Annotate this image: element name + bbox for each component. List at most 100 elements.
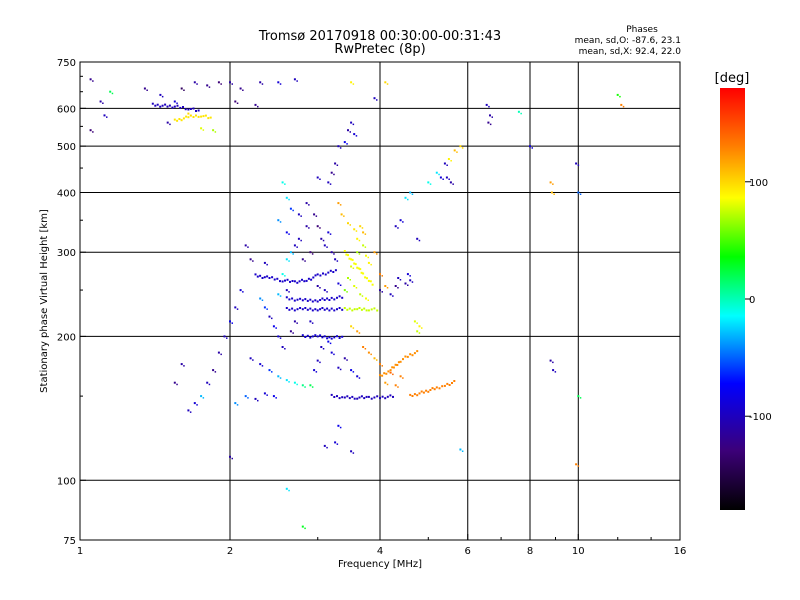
echo-trace-dot bbox=[333, 309, 336, 312]
echo-point-tail bbox=[92, 131, 94, 133]
echo-trace-dot bbox=[309, 298, 312, 301]
echo-point bbox=[239, 289, 242, 292]
echo-point-tail bbox=[352, 371, 355, 373]
echo-point bbox=[285, 258, 288, 261]
echo-point bbox=[268, 315, 271, 318]
echo-point-tail bbox=[196, 83, 198, 85]
echo-point bbox=[487, 121, 490, 124]
echo-point bbox=[350, 121, 353, 124]
echo-point bbox=[577, 191, 580, 194]
echo-trace-dot bbox=[263, 276, 266, 279]
echo-point-tail bbox=[329, 233, 332, 235]
echo-point-tail bbox=[189, 114, 192, 117]
echo-point bbox=[399, 219, 402, 222]
echo-point bbox=[320, 237, 323, 240]
colorbar-ticks: 100 0 -100 bbox=[745, 178, 772, 423]
echo-point bbox=[447, 158, 450, 160]
echo-point bbox=[443, 162, 446, 165]
echo-point bbox=[320, 346, 323, 348]
echo-point bbox=[365, 297, 367, 300]
echo-trace-dot bbox=[202, 115, 205, 118]
echo-trace-dot bbox=[161, 104, 164, 107]
echo-trace-dot bbox=[336, 395, 338, 398]
echo-point-tail bbox=[279, 221, 282, 223]
echo-trace-dot bbox=[334, 269, 337, 272]
echo-trace-dot bbox=[322, 272, 324, 275]
echo-point bbox=[327, 181, 330, 184]
echo-trace-dot bbox=[321, 307, 324, 309]
echo-point bbox=[394, 285, 397, 287]
echo-trace-dot bbox=[338, 295, 341, 298]
echo-trace-dot bbox=[381, 395, 384, 398]
echo-point-tail bbox=[343, 215, 345, 217]
echo-trace-dot bbox=[383, 372, 386, 375]
echo-trace-dot bbox=[427, 390, 430, 393]
echo-trace-dot bbox=[195, 114, 197, 117]
echo-point bbox=[212, 129, 215, 132]
echo-point bbox=[327, 231, 330, 234]
echo-point-tail bbox=[376, 359, 378, 361]
echo-point bbox=[323, 244, 326, 247]
echo-point-tail bbox=[552, 183, 554, 185]
echo-trace-dot bbox=[180, 119, 183, 122]
echo-trace-dot bbox=[311, 300, 314, 303]
echo-trace-dot bbox=[293, 280, 296, 283]
echo-trace-dot bbox=[327, 271, 330, 274]
echo-point-tail bbox=[429, 183, 432, 185]
echo-trace-dot bbox=[204, 114, 207, 117]
echo-trace-dot bbox=[184, 108, 187, 111]
echo-point bbox=[453, 149, 456, 152]
echo-point bbox=[259, 81, 262, 84]
echo-trace-dot bbox=[326, 337, 329, 340]
echo-trace-dot bbox=[179, 106, 182, 109]
echo-trace-dot bbox=[387, 370, 390, 373]
echo-trace-dot bbox=[336, 335, 338, 338]
echo-trace-dot bbox=[370, 308, 373, 311]
echo-point bbox=[200, 127, 203, 130]
y-tick-label: 100 bbox=[57, 476, 76, 487]
echo-trace-dot bbox=[356, 266, 359, 269]
echo-trace-dot bbox=[329, 269, 332, 272]
echo-trace-dot bbox=[353, 262, 356, 265]
echo-point bbox=[389, 371, 392, 374]
echo-trace-dot bbox=[314, 334, 317, 337]
echo-point-tail bbox=[392, 295, 394, 297]
echo-point bbox=[337, 366, 340, 369]
echo-point bbox=[234, 100, 237, 103]
echo-point bbox=[359, 293, 362, 296]
echo-trace-dot bbox=[358, 396, 361, 399]
echo-trace-dot bbox=[330, 296, 333, 299]
echo-point-tail bbox=[355, 287, 358, 289]
stats-line-o: mean, sd,O: -87.6, 23.1 bbox=[575, 36, 681, 46]
echo-point bbox=[418, 325, 421, 328]
echo-point-tail bbox=[452, 183, 454, 185]
echo-point-tail bbox=[304, 260, 306, 262]
echo-trace-dot bbox=[321, 297, 324, 300]
echo-point-tail bbox=[361, 295, 364, 297]
echo-trace-dot bbox=[296, 298, 299, 301]
echo-trace-dot bbox=[319, 308, 322, 311]
echo-point-tail bbox=[319, 227, 321, 229]
echo-point bbox=[404, 196, 407, 199]
echo-trace-dot bbox=[303, 280, 306, 283]
echo-point bbox=[316, 359, 319, 362]
echo-trace-dot bbox=[343, 307, 346, 309]
echo-point bbox=[313, 369, 316, 372]
echo-trace-dot bbox=[422, 391, 425, 394]
echo-point bbox=[223, 335, 226, 338]
echo-point-tail bbox=[319, 361, 321, 364]
echo-point bbox=[384, 81, 387, 84]
echo-point-tail bbox=[386, 83, 389, 85]
echo-point bbox=[409, 279, 412, 282]
echo-point bbox=[350, 369, 353, 372]
echo-trace-dot bbox=[261, 277, 264, 279]
echo-trace-dot bbox=[200, 115, 203, 118]
echo-point-tail bbox=[247, 397, 249, 399]
echo-point bbox=[268, 369, 271, 372]
echo-point-tail bbox=[261, 299, 264, 301]
x-tick-label: 2 bbox=[227, 546, 233, 557]
y-tick-label: 500 bbox=[57, 142, 76, 153]
echo-point bbox=[173, 100, 176, 103]
echo-point bbox=[301, 525, 304, 528]
echo-trace-dot bbox=[323, 335, 326, 338]
